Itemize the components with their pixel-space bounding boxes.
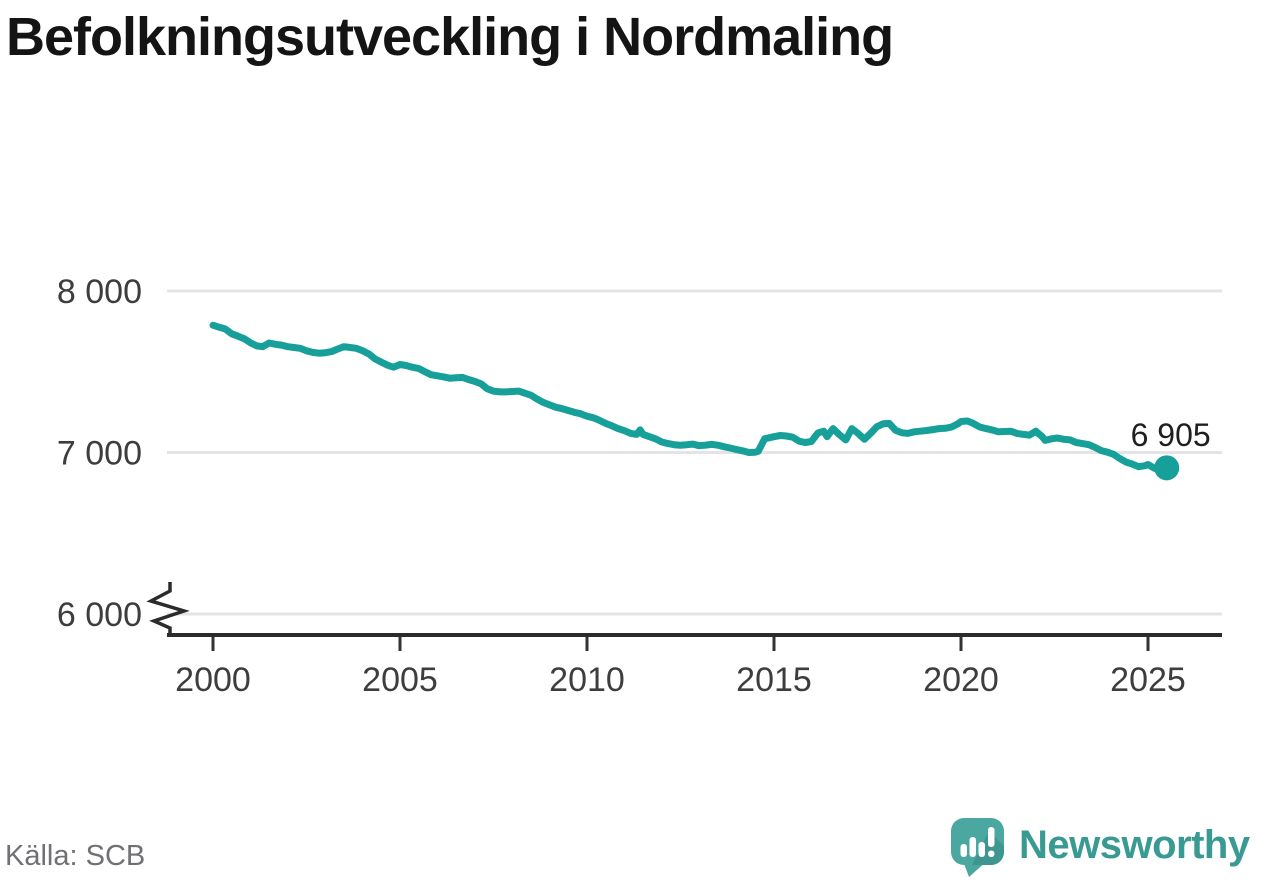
x-tick-label: 2000	[175, 661, 251, 699]
page-title: Befolkningsutveckling i Nordmaling	[6, 7, 894, 67]
y-tick-label: 7 000	[57, 435, 142, 473]
newsworthy-logo-icon	[951, 818, 1004, 877]
x-tick-label: 2015	[736, 661, 812, 699]
x-tick-label: 2025	[1110, 661, 1186, 699]
y-tick-label: 6 000	[57, 596, 142, 634]
series-end-dot	[1154, 455, 1180, 481]
series-end-label: 6 905	[1131, 417, 1211, 453]
x-tick-label: 2010	[549, 661, 625, 699]
population-line	[209, 321, 1171, 473]
x-tick-label: 2020	[923, 661, 999, 699]
newsworthy-wordmark: Newsworthy	[1019, 822, 1250, 867]
y-axis-break-icon	[146, 582, 190, 636]
x-tick-label: 2005	[362, 661, 438, 699]
y-tick-label: 8 000	[57, 273, 142, 311]
source-note: Källa: SCB	[5, 840, 146, 872]
newsworthy-logo: Newsworthy	[950, 817, 1250, 878]
